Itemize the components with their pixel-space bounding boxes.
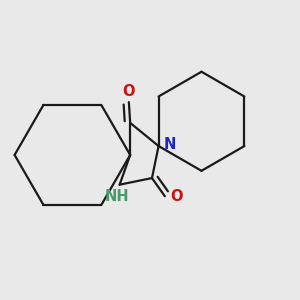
Text: O: O: [123, 83, 135, 98]
Text: N: N: [164, 137, 176, 152]
Text: NH: NH: [105, 189, 130, 204]
Text: O: O: [170, 189, 183, 204]
